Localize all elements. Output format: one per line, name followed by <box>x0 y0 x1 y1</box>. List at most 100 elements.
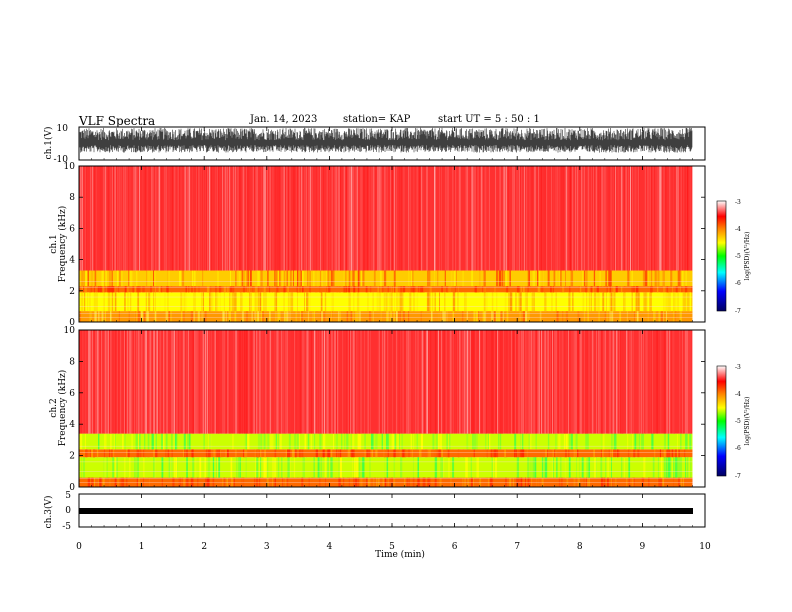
spectral-streak <box>659 166 661 271</box>
spectral-streak <box>84 449 88 458</box>
spectral-streak <box>430 166 431 271</box>
spectral-streak <box>195 330 197 434</box>
spectral-streak <box>199 457 202 478</box>
spectral-streak <box>660 286 663 293</box>
spectral-streak <box>165 433 168 450</box>
spectral-streak <box>446 166 448 271</box>
spectral-streak <box>234 311 237 322</box>
spectral-streak <box>313 433 316 450</box>
spectral-streak <box>171 166 174 271</box>
spectral-streak <box>155 433 157 450</box>
spectral-streak <box>230 166 231 271</box>
spectral-streak <box>600 457 603 478</box>
spectral-streak <box>309 286 311 293</box>
spectral-streak <box>601 449 603 458</box>
spectral-streak <box>663 292 665 312</box>
spectral-streak <box>193 270 196 287</box>
spectral-streak <box>598 330 600 434</box>
spectral-streak <box>640 433 643 450</box>
spectral-streak <box>169 457 171 478</box>
spectral-streak <box>82 166 83 271</box>
spectral-streak <box>247 166 248 271</box>
spectral-streak <box>685 166 687 271</box>
spectral-streak <box>679 286 681 293</box>
spectral-streak <box>303 166 304 271</box>
spectral-streak <box>124 286 127 293</box>
time-axis-label: Time (min) <box>375 549 425 560</box>
spectral-streak <box>272 457 275 478</box>
spectral-streak <box>304 292 305 312</box>
spectral-streak <box>666 311 669 322</box>
spectral-streak <box>507 330 509 434</box>
spectral-streak <box>91 330 93 434</box>
spectral-streak <box>98 330 100 434</box>
spectral-streak <box>591 330 592 434</box>
spectral-streak <box>678 166 680 271</box>
spectral-streak <box>423 286 425 293</box>
spectral-streak <box>316 457 317 478</box>
spectral-streak <box>663 286 666 293</box>
spectral-streak <box>103 457 105 478</box>
spectral-streak <box>642 270 644 287</box>
spectral-streak <box>434 166 435 271</box>
spectral-streak <box>370 330 371 434</box>
spectral-streak <box>80 292 82 312</box>
spectral-streak <box>161 457 164 478</box>
spectral-streak <box>535 330 537 434</box>
spectral-streak <box>630 166 631 271</box>
spectral-streak <box>607 270 610 287</box>
spectral-streak <box>167 449 170 458</box>
spectral-streak <box>242 270 245 287</box>
spectral-streak <box>335 330 336 434</box>
spectral-streak <box>452 292 456 312</box>
spectral-streak <box>371 292 373 312</box>
spectral-streak <box>349 330 350 434</box>
spectral-streak <box>421 286 424 293</box>
spectral-streak <box>107 270 109 287</box>
spectral-streak <box>676 330 678 434</box>
spectral-streak <box>627 292 630 312</box>
spectral-streak <box>403 166 404 271</box>
spectral-streak <box>105 292 107 312</box>
spectral-streak <box>685 270 687 287</box>
spectral-streak <box>266 166 268 271</box>
spectral-streak <box>352 330 354 434</box>
spectral-streak <box>293 270 294 287</box>
spectral-streak <box>607 457 609 478</box>
spectral-streak <box>352 433 355 450</box>
spectral-streak <box>593 166 594 271</box>
spectral-streak <box>142 330 143 434</box>
spectral-streak <box>380 166 381 271</box>
spectral-streak <box>340 166 341 271</box>
spectral-streak <box>119 270 122 287</box>
spectral-streak <box>255 457 257 478</box>
spectral-streak <box>229 292 232 312</box>
spectral-streak <box>344 433 346 450</box>
spectral-streak <box>663 433 665 450</box>
spectral-streak <box>252 330 255 434</box>
spectral-streak <box>123 433 126 450</box>
spectral-streak <box>394 457 397 478</box>
spectral-streak <box>204 330 205 434</box>
spectral-streak <box>519 330 521 434</box>
spectral-streak <box>371 433 374 450</box>
spectral-streak <box>500 330 502 434</box>
spectral-streak <box>573 330 575 434</box>
spectral-streak <box>320 311 322 322</box>
spectral-streak <box>416 166 418 271</box>
spectral-streak <box>512 166 514 271</box>
spectral-streak <box>429 286 432 293</box>
spectral-streak <box>129 457 131 478</box>
spectral-streak <box>484 166 486 271</box>
spectral-streak <box>394 433 396 450</box>
spectral-streak <box>658 270 660 287</box>
spectral-streak <box>319 330 320 434</box>
spectral-streak <box>574 330 576 434</box>
spectral-streak <box>552 457 554 478</box>
spectral-streak <box>680 433 682 450</box>
spectral-streak <box>267 270 269 287</box>
spectral-streak <box>392 292 395 312</box>
spectral-streak <box>314 330 316 434</box>
spectral-streak <box>167 457 171 478</box>
spectral-streak <box>279 311 281 322</box>
